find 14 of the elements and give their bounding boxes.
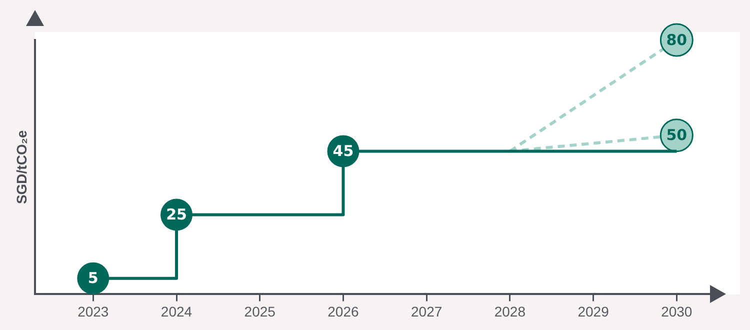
data-label: 50 [666, 126, 688, 144]
x-tick-label: 2023 [78, 303, 109, 320]
x-tick-label: 2028 [494, 303, 526, 320]
y-axis-title: SGD/tCO₂e [13, 130, 30, 204]
x-tick-label: 2029 [578, 303, 610, 320]
data-label: 25 [166, 206, 187, 224]
x-tick-label: 2024 [160, 303, 192, 320]
x-tick-label: 2026 [328, 303, 360, 320]
x-tick-label: 2030 [661, 303, 692, 320]
x-tick-label: 2027 [411, 303, 442, 320]
data-label: 80 [666, 30, 688, 49]
x-tick-label: 2025 [244, 303, 276, 320]
data-label: 45 [332, 142, 354, 160]
data-label: 5 [88, 269, 98, 288]
